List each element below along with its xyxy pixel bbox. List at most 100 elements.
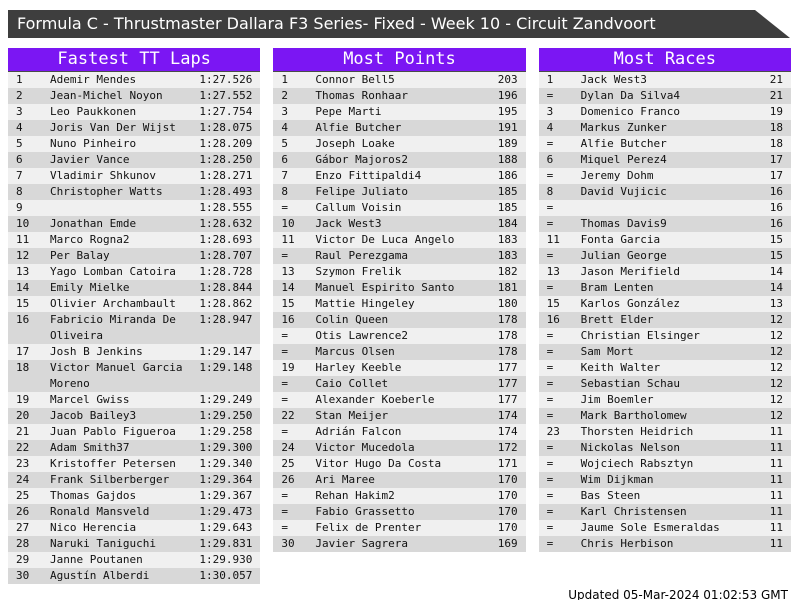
rank-cell: 23 (546, 425, 560, 438)
driver-name-cell: Harley Keeble (315, 361, 402, 374)
driver-name-cell: Vladimir Shkunov (50, 169, 156, 182)
value-cell: 11 (769, 457, 783, 470)
rank-cell: 19 (16, 393, 30, 406)
value-cell: 17 (769, 169, 783, 182)
table-row: = Bas Steen 11 (538, 488, 791, 504)
driver-name-cell: Fabricio Miranda De Oliveira (50, 313, 176, 342)
rank-cell: 9 (16, 201, 23, 214)
driver-name-cell: Emily Mielke (50, 281, 130, 294)
rank-cell: 8 (281, 185, 288, 198)
rank-cell: 4 (16, 121, 23, 134)
table-row: 4 Markus Zunker 18 (538, 120, 791, 136)
value-cell: 1:28.844 (199, 281, 253, 294)
rank-cell: 15 (546, 297, 560, 310)
driver-name-cell: Julian George (580, 249, 667, 262)
value-cell: 180 (497, 297, 518, 310)
table-row: 16 Colin Queen 178 (273, 312, 526, 328)
driver-name-cell: Jim Boemler (580, 393, 654, 406)
table-row: 19 Marcel Gwiss 1:29.249 (8, 392, 261, 408)
value-cell: 177 (497, 361, 518, 374)
value-cell: 178 (497, 329, 518, 342)
value-cell: 1:29.147 (199, 345, 253, 358)
rank-cell: = (546, 361, 554, 374)
table-row: = Christian Elsinger 12 (538, 328, 791, 344)
rank-cell: 7 (281, 169, 288, 182)
driver-name-cell: Thomas Ronhaar (315, 89, 409, 102)
rank-cell: 26 (281, 473, 295, 486)
driver-name-cell: Brett Elder (580, 313, 654, 326)
driver-name-cell: Vitor Hugo Da Costa (315, 457, 442, 470)
value-cell: 12 (769, 329, 783, 342)
rank-cell: = (281, 377, 288, 390)
rank-cell: 16 (16, 313, 30, 326)
table-row: 15 Olivier Archambault 1:28.862 (8, 296, 261, 312)
rank-cell: = (281, 345, 288, 358)
table-row: = Felix de Prenter 170 (273, 520, 526, 536)
driver-name-cell: Jack West3 (315, 217, 382, 230)
driver-name-cell: Miquel Perez4 (580, 153, 667, 166)
table-row: = Julian George 15 (538, 248, 791, 264)
rank-cell: 11 (281, 233, 295, 246)
table-row: = Bram Lenten 14 (538, 280, 791, 296)
driver-name-cell: Thomas Davis9 (580, 217, 667, 230)
table-row: = Marcus Olsen 178 (273, 344, 526, 360)
driver-name-cell: Sam Mort (580, 345, 634, 358)
driver-name-cell: Mark Bartholomew (580, 409, 687, 422)
value-cell: 1:28.632 (199, 217, 253, 230)
value-cell: 19 (769, 105, 783, 118)
title-bar: Formula C - Thrustmaster Dallara F3 Seri… (8, 10, 790, 38)
driver-name-cell: Connor Bell5 (315, 73, 395, 86)
value-cell: 1:29.930 (199, 553, 253, 566)
rank-cell: 22 (16, 441, 30, 454)
table-row: = Adrián Falcon 174 (273, 424, 526, 440)
table-row: 11 Victor De Luca Angelo 183 (273, 232, 526, 248)
value-cell: 13 (769, 297, 783, 310)
table-row: = Karl Christensen 11 (538, 504, 791, 520)
value-cell: 18 (769, 137, 783, 150)
value-cell: 14 (769, 265, 783, 278)
rank-cell: 13 (281, 265, 295, 278)
table-row: 9 1:28.555 (8, 200, 261, 216)
value-cell: 1:27.552 (199, 89, 253, 102)
driver-name-cell: Nuno Pinheiro (50, 137, 137, 150)
table-row: = Jeremy Dohm 17 (538, 168, 791, 184)
rank-cell: 24 (281, 441, 295, 454)
driver-name-cell: Chris Herbison (580, 537, 674, 550)
rank-cell: = (281, 505, 288, 518)
table-row: 17 Josh B Jenkins 1:29.147 (8, 344, 261, 360)
driver-name-cell: Domenico Franco (580, 105, 680, 118)
rank-cell: 20 (16, 409, 30, 422)
table-row: 19 Harley Keeble 177 (273, 360, 526, 376)
rank-cell: 17 (16, 345, 30, 358)
rank-cell: 3 (546, 105, 554, 118)
rank-cell: 3 (281, 105, 288, 118)
table-row: 10 Jack West3 184 (273, 216, 526, 232)
rank-cell: = (546, 473, 554, 486)
driver-name-cell: Markus Zunker (580, 121, 667, 134)
value-cell: 195 (497, 105, 518, 118)
driver-name-cell: Pepe Marti (315, 105, 382, 118)
rank-cell: = (546, 377, 554, 390)
driver-name-cell: Ari Maree (315, 473, 375, 486)
value-cell: 16 (769, 185, 783, 198)
table-row: 27 Nico Herencia 1:29.643 (8, 520, 261, 536)
value-cell: 1:28.707 (199, 249, 253, 262)
driver-name-cell: Adrián Falcon (315, 425, 402, 438)
rank-cell: 1 (281, 73, 288, 86)
rank-cell: 13 (16, 265, 30, 278)
value-cell: 183 (497, 233, 518, 246)
table-row: 23 Thorsten Heidrich 11 (538, 424, 791, 440)
rank-cell: 7 (16, 169, 23, 182)
rank-cell: 3 (16, 105, 23, 118)
table-row: = Sam Mort 12 (538, 344, 791, 360)
driver-name-cell: Otis Lawrence2 (315, 329, 409, 342)
value-cell: 170 (497, 473, 518, 486)
table-row: = Otis Lawrence2 178 (273, 328, 526, 344)
table-row: 6 Miquel Perez4 17 (538, 152, 791, 168)
rank-cell: 25 (281, 457, 295, 470)
rank-cell: 8 (16, 185, 23, 198)
value-cell: 11 (769, 473, 783, 486)
table-row: 30 Javier Sagrera 169 (273, 536, 526, 552)
rank-cell: 21 (16, 425, 30, 438)
value-cell: 1:28.075 (199, 121, 253, 134)
